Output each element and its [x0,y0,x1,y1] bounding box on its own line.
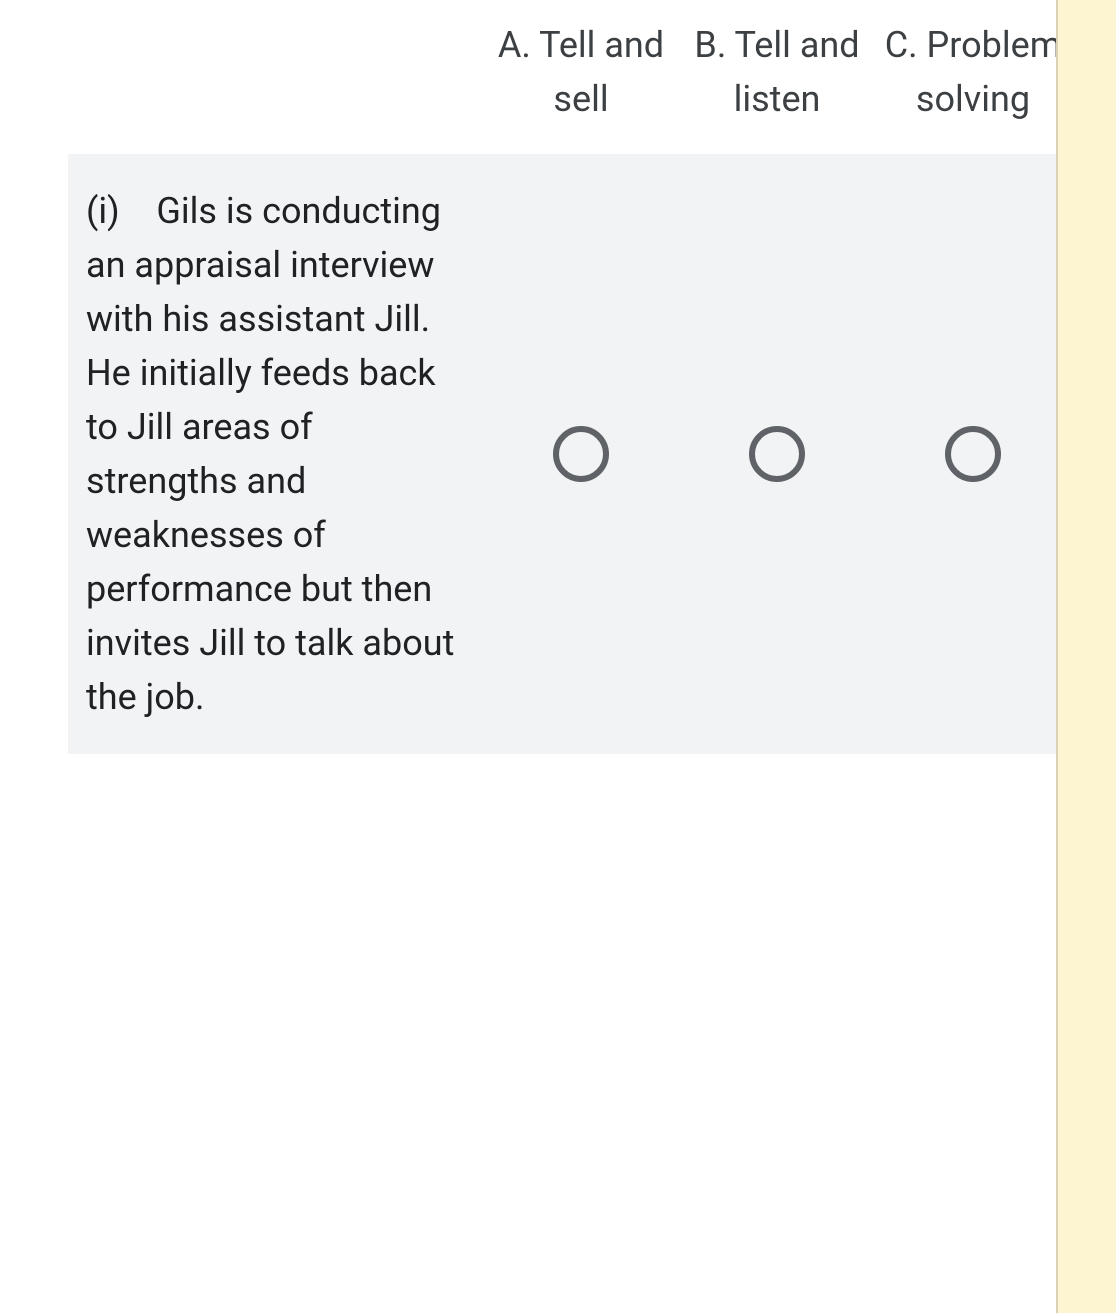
page-right-margin [1056,0,1116,1313]
radio-cell-i-a [483,154,679,754]
radio-i-c[interactable] [945,426,1001,482]
radio-cell-i-b [679,154,875,754]
question-text-i: (i) Gils is conducting an appraisal inte… [68,154,483,754]
column-header-b: B. Tell and listen [679,0,875,154]
quiz-grid: A. Tell and sell B. Tell and listen C. P… [68,0,1071,754]
quiz-grid-container: A. Tell and sell B. Tell and listen C. P… [0,0,1056,1313]
radio-cell-i-c [875,154,1071,754]
radio-i-a[interactable] [553,426,609,482]
header-empty [68,0,483,154]
radio-i-b[interactable] [749,426,805,482]
column-header-c: C. Problem solving [875,0,1071,154]
column-header-a: A. Tell and sell [483,0,679,154]
